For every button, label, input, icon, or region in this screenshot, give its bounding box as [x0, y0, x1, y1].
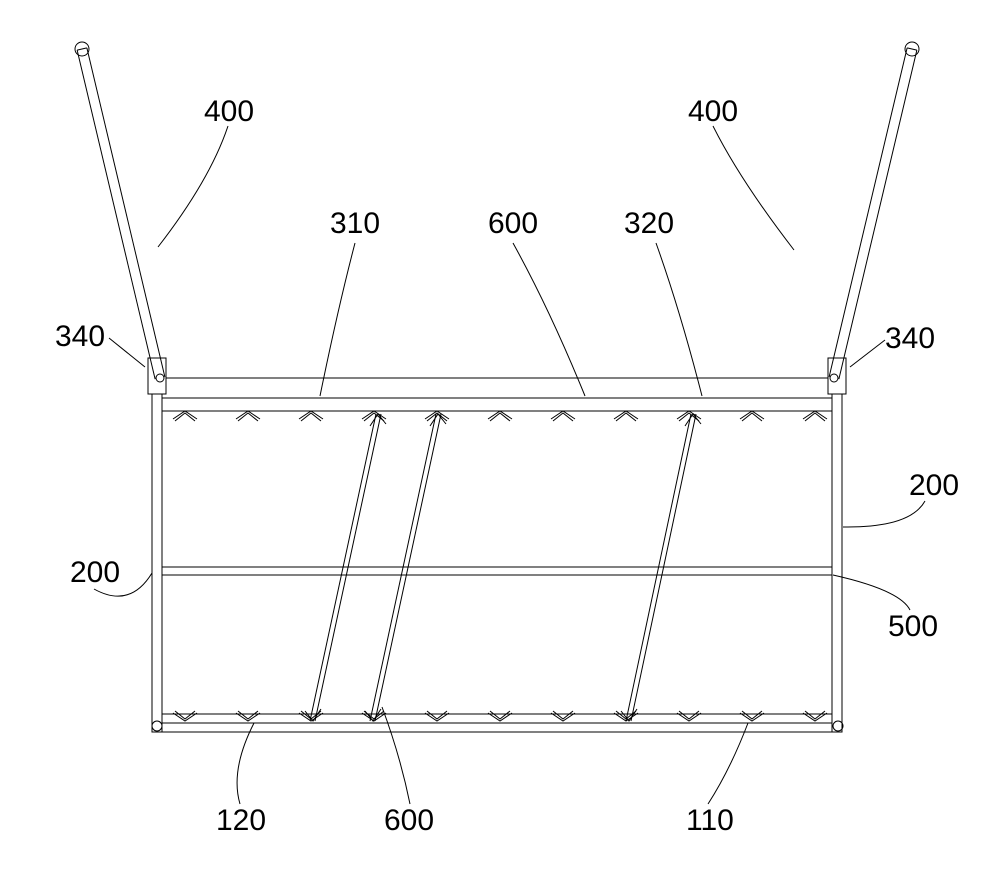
- reference-label-400: 400: [688, 95, 738, 129]
- reference-label-600: 600: [488, 207, 538, 241]
- reference-label-600: 600: [384, 804, 434, 838]
- reference-label-400: 400: [204, 95, 254, 129]
- reference-label-200: 200: [70, 556, 120, 590]
- reference-label-340: 340: [55, 320, 105, 354]
- diagram-svg: [0, 0, 1000, 870]
- technical-drawing: 400 400 310 600 320 340 340 200 200 500 120 600 110: [0, 0, 1000, 870]
- reference-label-120: 120: [216, 804, 266, 838]
- reference-label-200: 200: [909, 469, 959, 503]
- reference-label-310: 310: [330, 207, 380, 241]
- reference-label-320: 320: [624, 207, 674, 241]
- reference-label-340: 340: [885, 322, 935, 356]
- reference-label-500: 500: [888, 610, 938, 644]
- reference-label-110: 110: [686, 804, 734, 838]
